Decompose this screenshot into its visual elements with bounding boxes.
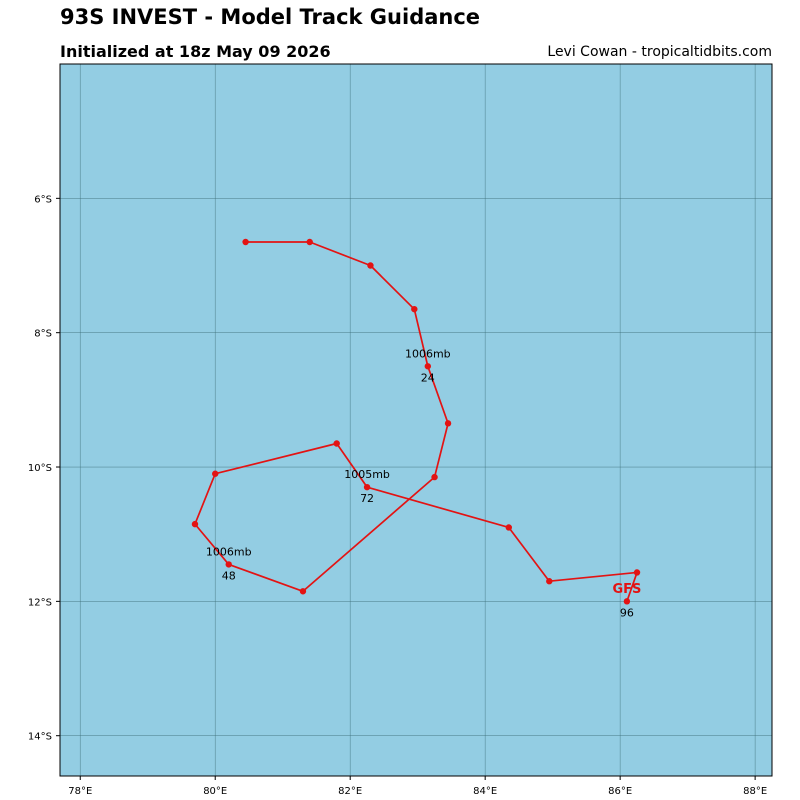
- init-time-subtitle: Initialized at 18z May 09 2026: [60, 42, 331, 61]
- track-point: [633, 569, 641, 576]
- y-tick-label: 12°S: [28, 597, 52, 608]
- x-tick-label: 86°E: [608, 786, 632, 797]
- track-point: [444, 420, 452, 427]
- x-tick-label: 80°E: [203, 786, 227, 797]
- track-point: [424, 363, 432, 370]
- forecast-hour-label: 24: [421, 371, 435, 384]
- page-title: 93S INVEST - Model Track Guidance: [60, 5, 481, 29]
- y-tick-label: 8°S: [34, 329, 52, 340]
- forecast-hour-label: 72: [360, 492, 374, 505]
- track-point: [212, 470, 219, 477]
- track-point: [367, 262, 374, 269]
- forecast-hour-label: 48: [222, 569, 236, 582]
- x-tick-label: 88°E: [743, 786, 767, 797]
- y-tick-label: 14°S: [28, 732, 52, 743]
- track-point: [623, 598, 631, 605]
- axis-ticks: 78°E 80°E 82°E 84°E 86°E 88°E 6°S 8°S 10°S 12°S 14…: [28, 194, 767, 797]
- y-tick-label: 6°S: [34, 194, 52, 205]
- track-point: [431, 473, 438, 481]
- x-tick-label: 82°E: [338, 786, 362, 797]
- forecast-hour-label: 96: [620, 606, 634, 619]
- track-point: [299, 588, 307, 595]
- track-point: [546, 578, 553, 585]
- pressure-label: 1006mb: [206, 545, 252, 558]
- credit-text: Levi Cowan - tropicaltidbits.com: [547, 44, 772, 60]
- map-frame: [59, 63, 773, 777]
- track-point: [306, 238, 313, 246]
- pressure-label: 1006mb: [405, 347, 451, 360]
- x-tick-label: 84°E: [473, 786, 497, 797]
- track-point: [333, 440, 340, 447]
- model-name-label: GFS: [612, 582, 641, 597]
- y-tick-label: 10°S: [28, 463, 52, 474]
- track-annotations: 1006mb 24 1006mb 48 1005mb 72 96 GFS: [206, 347, 641, 619]
- x-tick-label: 78°E: [68, 786, 92, 797]
- map-background: [60, 64, 772, 776]
- graticule: [60, 64, 772, 776]
- track-point: [363, 483, 371, 491]
- track-point: [242, 238, 249, 246]
- track-point: [225, 561, 232, 568]
- model-tracks: [191, 238, 641, 605]
- track-point: [505, 524, 512, 531]
- pressure-label: 1005mb: [344, 468, 390, 481]
- track-point: [411, 305, 418, 313]
- track-point: [191, 520, 199, 528]
